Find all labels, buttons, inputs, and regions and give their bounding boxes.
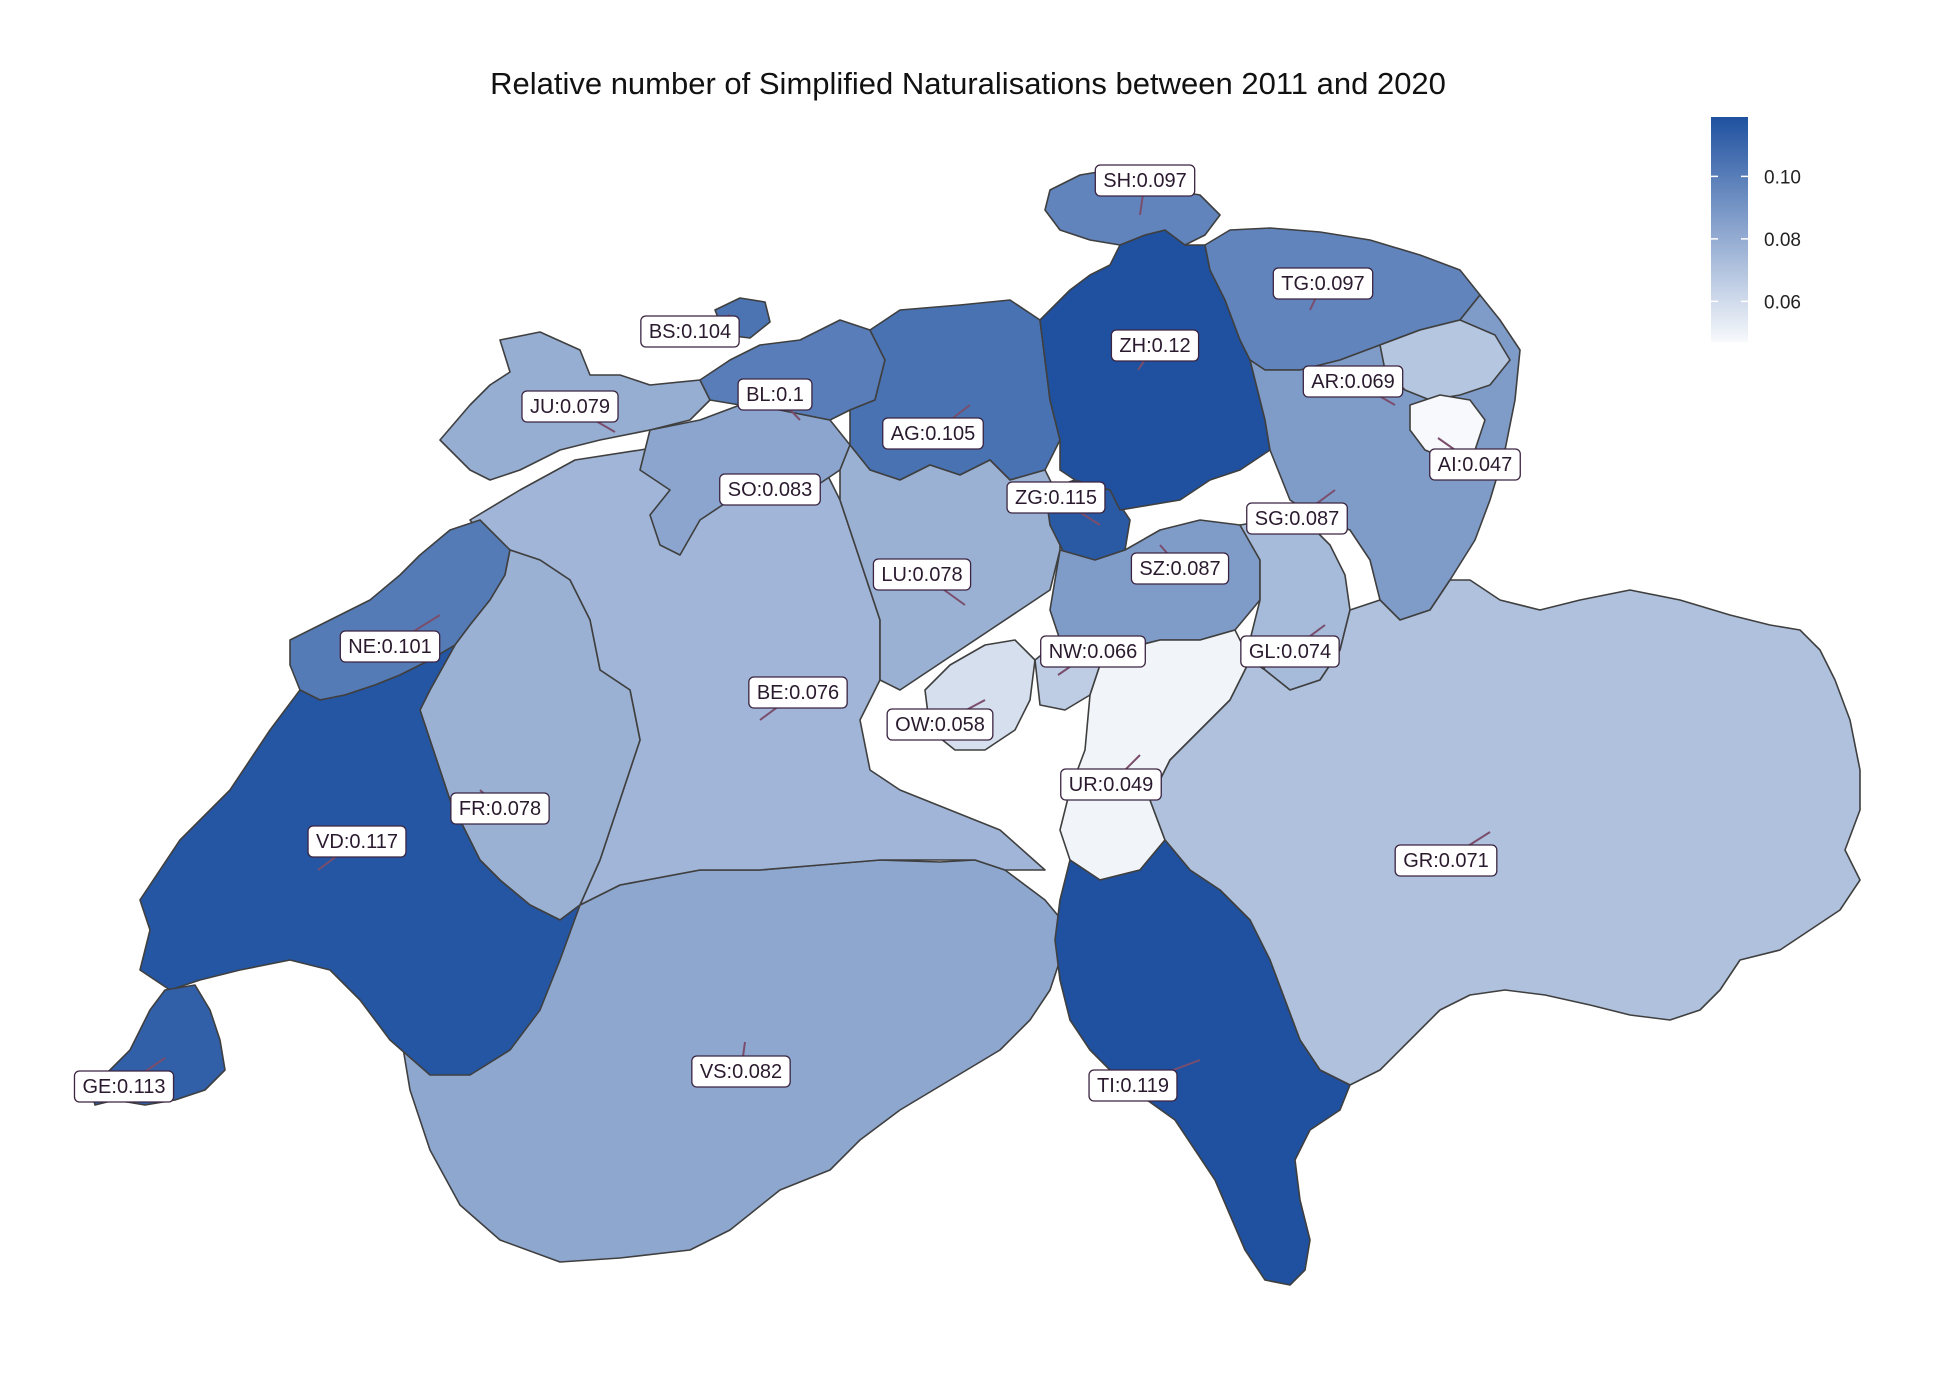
- label-text-TG: TG:0.097: [1281, 273, 1364, 295]
- canton-label-SO: SO:0.083: [719, 473, 821, 506]
- label-text-LU: LU:0.078: [881, 564, 962, 586]
- color-legend: 0.10 0.08 0.06: [1711, 117, 1801, 342]
- label-text-AR: AR:0.069: [1311, 371, 1394, 393]
- canton-label-TG: TG:0.097: [1272, 267, 1374, 300]
- legend-ticks: 0.10 0.08 0.06: [1711, 167, 1801, 313]
- canton-label-VD: VD:0.117: [307, 825, 407, 858]
- label-box-LU: [872, 558, 972, 591]
- canton-label-BE: BE:0.076: [748, 676, 848, 709]
- label-box-ZH: [1110, 329, 1200, 362]
- label-text-GL: GL:0.074: [1249, 641, 1331, 663]
- label-box-TG: [1272, 267, 1374, 300]
- canton-label-GL: GL:0.074: [1240, 635, 1340, 668]
- label-text-BS: BS:0.104: [649, 321, 731, 343]
- canton-label-VS: VS:0.082: [691, 1055, 791, 1088]
- label-text-VS: VS:0.082: [700, 1061, 782, 1083]
- label-box-NW: [1040, 635, 1146, 668]
- label-box-TI: [1088, 1069, 1178, 1102]
- canton-label-SZ: SZ:0.087: [1130, 552, 1230, 585]
- legend-tick-label: 0.08: [1764, 230, 1801, 251]
- label-box-AI: [1429, 448, 1521, 481]
- canton-label-UR: UR:0.049: [1060, 768, 1162, 801]
- canton-label-GR: GR:0.071: [1394, 844, 1498, 877]
- label-box-AR: [1302, 365, 1404, 398]
- canton-TI[interactable]: [1054, 839, 1351, 1286]
- label-box-SG: [1246, 502, 1348, 535]
- label-text-NW: NW:0.066: [1049, 641, 1138, 663]
- legend-colorbar: [1711, 117, 1748, 342]
- label-text-GE: GE:0.113: [82, 1076, 165, 1098]
- label-text-NE: NE:0.101: [348, 636, 431, 658]
- label-text-VD: VD:0.117: [316, 831, 398, 853]
- label-text-TI: TI:0.119: [1097, 1075, 1169, 1097]
- label-box-OW: [886, 708, 994, 741]
- label-box-SO: [719, 473, 821, 506]
- canton-label-BS: BS:0.104: [640, 315, 740, 348]
- label-box-GL: [1240, 635, 1340, 668]
- canton-label-ZG: ZG:0.115: [1006, 481, 1106, 514]
- label-box-BL: [737, 378, 813, 411]
- canton-label-ZH: ZH:0.12: [1110, 329, 1200, 362]
- label-box-SH: [1094, 164, 1196, 197]
- canton-label-AG: AG:0.105: [882, 417, 984, 450]
- canton-label-TI: TI:0.119: [1088, 1069, 1178, 1102]
- label-text-GR: GR:0.071: [1403, 850, 1489, 872]
- legend-tick-label: 0.10: [1764, 167, 1801, 188]
- label-text-BL: BL:0.1: [746, 384, 804, 406]
- label-box-GE: [73, 1070, 175, 1103]
- canton-label-AI: AI:0.047: [1429, 448, 1521, 481]
- label-box-BE: [748, 676, 848, 709]
- label-box-SZ: [1130, 552, 1230, 585]
- canton-label-AR: AR:0.069: [1302, 365, 1404, 398]
- label-text-UR: UR:0.049: [1069, 774, 1154, 796]
- canton-label-BL: BL:0.1: [737, 378, 813, 411]
- label-box-UR: [1060, 768, 1162, 801]
- label-text-AG: AG:0.105: [891, 423, 976, 445]
- label-text-BE: BE:0.076: [757, 682, 839, 704]
- canton-label-JU: JU:0.079: [521, 390, 619, 423]
- label-box-BS: [640, 315, 740, 348]
- canton-label-LU: LU:0.078: [872, 558, 972, 591]
- label-box-FR: [450, 792, 550, 825]
- label-text-JU: JU:0.079: [530, 396, 610, 418]
- canton-label-FR: FR:0.078: [450, 792, 550, 825]
- label-text-ZH: ZH:0.12: [1119, 335, 1190, 357]
- canton-shapes: [89, 169, 1861, 1286]
- canton-label-SH: SH:0.097: [1094, 164, 1196, 197]
- label-text-AI: AI:0.047: [1438, 454, 1513, 476]
- label-text-ZG: ZG:0.115: [1015, 487, 1097, 509]
- legend-tick-label: 0.06: [1764, 292, 1801, 313]
- label-box-GR: [1394, 844, 1498, 877]
- canton-label-NE: NE:0.101: [339, 630, 441, 663]
- label-box-NE: [339, 630, 441, 663]
- canton-label-GE: GE:0.113: [73, 1070, 175, 1103]
- label-box-ZG: [1006, 481, 1106, 514]
- label-text-FR: FR:0.078: [459, 798, 541, 820]
- chart-title: Relative number of Simplified Naturalisa…: [490, 66, 1446, 101]
- canton-VD[interactable]: [139, 644, 581, 1076]
- canton-labels: SH:0.097 TG:0.097 BS:0.104 ZH:0.12 JU:0.079 B…: [73, 164, 1521, 1103]
- canton-AG[interactable]: [849, 299, 1061, 481]
- canton-label-OW: OW:0.058: [886, 708, 994, 741]
- label-text-SG: SG:0.087: [1255, 508, 1340, 530]
- label-text-SO: SO:0.083: [728, 479, 813, 501]
- label-text-SZ: SZ:0.087: [1139, 558, 1220, 580]
- label-text-OW: OW:0.058: [895, 714, 985, 736]
- label-box-VS: [691, 1055, 791, 1088]
- canton-label-SG: SG:0.087: [1246, 502, 1348, 535]
- label-box-VD: [307, 825, 407, 858]
- label-box-JU: [521, 390, 619, 423]
- label-text-SH: SH:0.097: [1103, 170, 1186, 192]
- label-box-AG: [882, 417, 984, 450]
- canton-label-NW: NW:0.066: [1040, 635, 1146, 668]
